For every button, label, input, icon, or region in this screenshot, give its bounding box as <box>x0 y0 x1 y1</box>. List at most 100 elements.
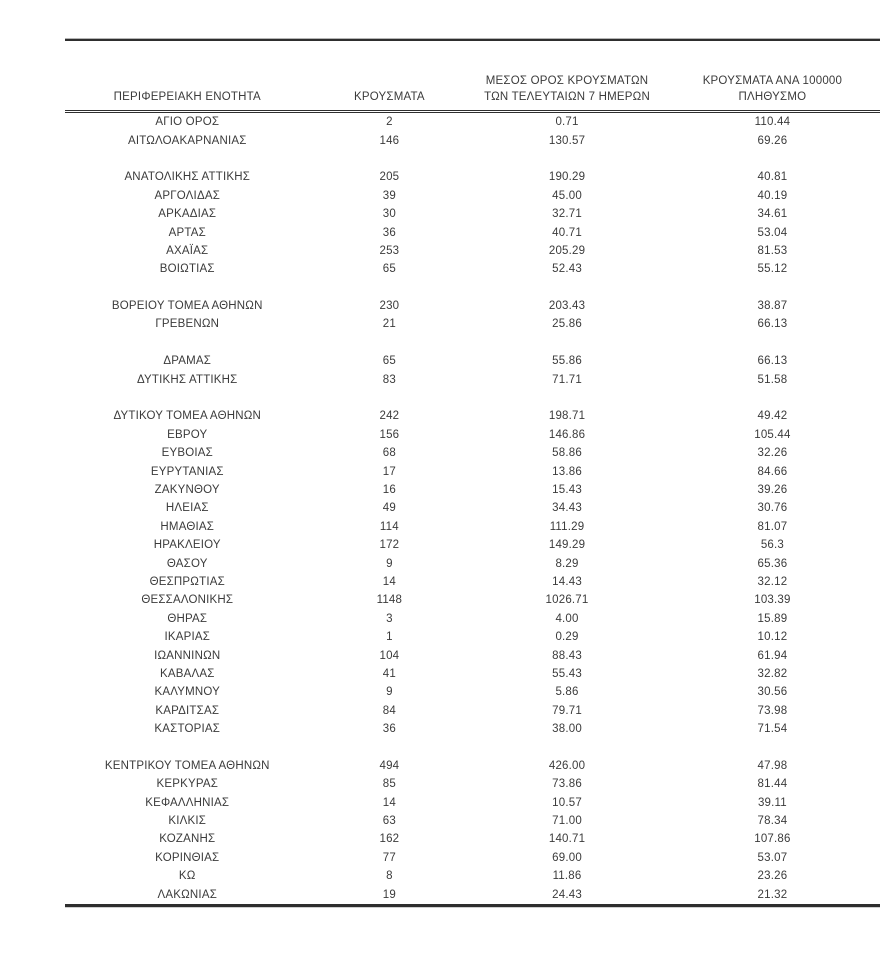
table-row: ΚΟΖΑΝΗΣ 162 140.71 107.86 <box>65 830 880 848</box>
avg7-cell: 71.71 <box>552 373 582 386</box>
col-header-per100k-label-line1: ΚΡΟΥΣΜΑΤΑ ΑΝΑ 100000 <box>702 75 843 87</box>
avg7-cell: 8.29 <box>555 557 579 570</box>
region-cell: ΑΡΤΑΣ <box>168 226 206 239</box>
region-cell: ΘΗΡΑΣ <box>167 612 208 625</box>
region-cell: ΗΛΕΙΑΣ <box>165 502 209 515</box>
col-header-avg7-label-line2: ΤΩΝ ΤΕΛΕΥΤΑΙΩΝ 7 ΗΜΕΡΩΝ <box>484 91 650 103</box>
region-cell: ΙΩΑΝΝΙΝΩΝ <box>154 649 221 662</box>
region-cell: ΑΝΑΤΟΛΙΚΗΣ ΑΤΤΙΚΗΣ <box>124 171 251 184</box>
table-row: ΘΕΣΣΑΛΟΝΙΚΗΣ 1148 1026.71 103.39 <box>65 591 880 609</box>
avg7-cell: 140.71 <box>548 833 586 846</box>
region-cell: ΔΡΑΜΑΣ <box>163 355 212 368</box>
avg7-cell: 32.71 <box>552 208 582 221</box>
avg7-cell: 55.43 <box>552 667 582 680</box>
avg7-cell: 203.43 <box>548 300 586 313</box>
per100k-cell: 53.07 <box>757 851 788 864</box>
cases-cell: 65 <box>382 355 396 368</box>
per100k-cell: 65.36 <box>757 557 788 570</box>
per100k-cell: 110.44 <box>754 116 791 129</box>
region-cell: ΚΕΦΑΛΛΗΝΙΑΣ <box>145 796 230 809</box>
cases-cell: 253 <box>379 244 400 257</box>
cases-cell: 85 <box>382 778 396 791</box>
avg7-cell: 205.29 <box>548 244 586 257</box>
region-cell: ΚΟΖΑΝΗΣ <box>159 833 216 846</box>
avg7-cell: 38.00 <box>552 723 582 736</box>
region-cell: ΚΑΒΑΛΑΣ <box>159 667 215 680</box>
region-cell: ΗΜΑΘΙΑΣ <box>160 520 215 533</box>
table-row: ΛΑΚΩΝΙΑΣ 19 24.43 21.32 <box>65 885 880 905</box>
cases-cell: 230 <box>379 300 400 313</box>
cases-cell: 84 <box>382 704 396 717</box>
per100k-cell: 81.07 <box>757 520 788 533</box>
per100k-cell: 61.94 <box>757 649 788 662</box>
per100k-cell: 32.82 <box>757 667 788 680</box>
per100k-cell: 40.81 <box>757 171 788 184</box>
table-row: ΑΡΚΑΔΙΑΣ 30 32.71 34.61 <box>65 205 880 223</box>
cases-cell: 2 <box>386 116 393 129</box>
per100k-cell: 32.12 <box>757 575 788 588</box>
avg7-cell: 24.43 <box>552 888 582 901</box>
cases-cell: 36 <box>382 723 396 736</box>
per100k-cell: 66.13 <box>757 318 788 331</box>
group-gap-cell <box>65 738 880 756</box>
col-header-avg7: ΜΕΣΟΣ ΟΡΟΣ ΚΡΟΥΣΜΑΤΩΝ ΤΩΝ ΤΕΛΕΥΤΑΙΩΝ 7 Η… <box>469 40 665 113</box>
cases-cell: 156 <box>379 428 400 441</box>
group-gap-cell <box>65 389 880 407</box>
group-gap-row <box>65 738 880 756</box>
per100k-cell: 47.98 <box>757 759 788 772</box>
cases-cell: 1 <box>386 631 393 644</box>
col-header-region: ΠΕΡΙΦΕΡΕΙΑΚΗ ΕΝΟΤΗΤΑ <box>65 40 310 113</box>
cases-cell: 242 <box>379 410 400 423</box>
cases-cell: 9 <box>386 686 393 699</box>
region-cell: ΖΑΚΥΝΘΟΥ <box>154 484 220 496</box>
cases-cell: 68 <box>382 447 396 460</box>
region-cell: ΑΡΓΟΛΙΔΑΣ <box>154 189 221 202</box>
avg7-cell: 198.71 <box>548 410 586 423</box>
region-cell: ΘΕΣΣΑΛΟΝΙΚΗΣ <box>141 594 234 607</box>
table-row: ΑΧΑΪΑΣ 253 205.29 81.53 <box>65 242 880 260</box>
avg7-cell: 146.86 <box>548 428 586 441</box>
regional-cases-table-wrap: ΠΕΡΙΦΕΡΕΙΑΚΗ ΕΝΟΤΗΤΑ ΚΡΟΥΣΜΑΤΑ ΜΕΣΟΣ ΟΡΟ… <box>65 38 880 908</box>
table-row: ΗΡΑΚΛΕΙΟΥ 172 149.29 56.3 <box>65 536 880 554</box>
table-row: ΕΥΡΥΤΑΝΙΑΣ 17 13.86 84.66 <box>65 462 880 480</box>
avg7-cell: 13.86 <box>552 465 582 478</box>
cases-cell: 30 <box>382 208 396 221</box>
region-cell: ΛΑΚΩΝΙΑΣ <box>157 888 217 901</box>
per100k-cell: 38.87 <box>757 300 788 313</box>
region-cell: ΕΥΒΟΙΑΣ <box>161 447 213 460</box>
table-row: ΚΕΦΑΛΛΗΝΙΑΣ 14 10.57 39.11 <box>65 793 880 811</box>
region-cell: ΑΡΚΑΔΙΑΣ <box>158 208 217 221</box>
per100k-cell: 30.56 <box>757 686 788 699</box>
per100k-cell: 107.86 <box>754 833 791 846</box>
cases-cell: 16 <box>382 484 396 496</box>
per100k-cell: 71.54 <box>757 723 788 736</box>
table-row: ΒΟΡΕΙΟΥ ΤΟΜΕΑ ΑΘΗΝΩΝ 230 203.43 38.87 <box>65 297 880 315</box>
avg7-cell: 426.00 <box>548 759 586 772</box>
table-row: ΚΑΣΤΟΡΙΑΣ 36 38.00 71.54 <box>65 720 880 738</box>
table-row: ΔΥΤΙΚΟΥ ΤΟΜΕΑ ΑΘΗΝΩΝ 242 198.71 49.42 <box>65 407 880 425</box>
table-row: ΓΡΕΒΕΝΩΝ 21 25.86 66.13 <box>65 315 880 333</box>
region-cell: ΘΑΣΟΥ <box>166 557 208 570</box>
per100k-cell: 39.26 <box>757 484 788 496</box>
region-cell: ΚΟΡΙΝΘΙΑΣ <box>155 851 220 864</box>
region-cell: ΘΕΣΠΡΩΤΙΑΣ <box>149 575 225 588</box>
table-row: ΚΙΛΚΙΣ 63 71.00 78.34 <box>65 812 880 830</box>
cases-cell: 83 <box>382 373 396 386</box>
avg7-cell: 71.00 <box>552 815 582 828</box>
avg7-cell: 190.29 <box>548 171 586 184</box>
group-gap-row <box>65 279 880 297</box>
col-header-avg7-label-line1: ΜΕΣΟΣ ΟΡΟΣ ΚΡΟΥΣΜΑΤΩΝ <box>485 75 649 87</box>
per100k-cell: 78.34 <box>757 815 788 828</box>
per100k-cell: 51.58 <box>757 373 788 386</box>
col-header-cases-label: ΚΡΟΥΣΜΑΤΑ <box>354 91 425 103</box>
cases-cell: 494 <box>379 759 400 772</box>
table-row: ΘΗΡΑΣ 3 4.00 15.89 <box>65 610 880 628</box>
table-row: ΑΙΤΩΛΟΑΚΑΡΝΑΝΙΑΣ 146 130.57 69.26 <box>65 131 880 149</box>
avg7-cell: 0.71 <box>555 116 579 129</box>
avg7-cell: 1026.71 <box>545 594 589 607</box>
avg7-cell: 58.86 <box>552 447 582 460</box>
avg7-cell: 34.43 <box>552 502 582 515</box>
region-cell: ΑΧΑΪΑΣ <box>166 244 209 257</box>
per100k-cell: 81.53 <box>757 244 788 257</box>
cases-cell: 63 <box>382 815 396 828</box>
